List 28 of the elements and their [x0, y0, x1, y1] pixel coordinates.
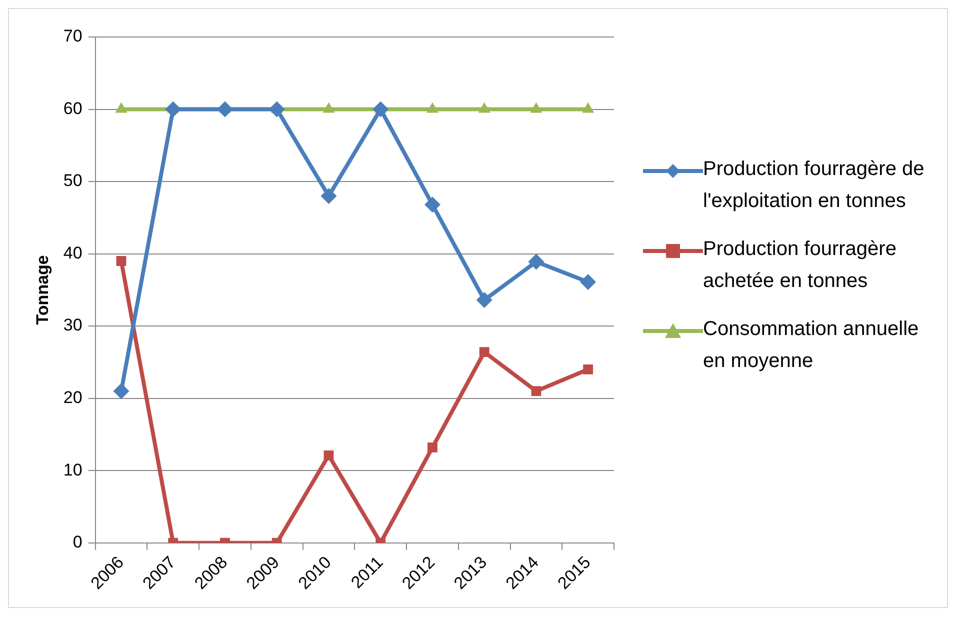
y-axis-title: Tonnage — [32, 255, 52, 325]
point — [113, 383, 130, 400]
point — [165, 101, 182, 118]
point — [531, 386, 542, 396]
point — [528, 254, 544, 270]
point — [320, 188, 337, 204]
y-tick-label: 20 — [63, 388, 82, 407]
point — [324, 450, 334, 460]
y-tick-label: 50 — [63, 171, 82, 190]
y-tick-label: 70 — [63, 26, 82, 46]
point — [580, 274, 596, 290]
legend-label: Production fourragère de l'exploitation en tonnes — [703, 157, 926, 214]
point — [583, 364, 594, 374]
point — [424, 196, 440, 213]
y-tick-label: 40 — [63, 243, 82, 262]
y-tick-label: 0 — [72, 532, 82, 552]
point — [268, 101, 285, 118]
point — [479, 347, 490, 358]
point — [216, 101, 233, 118]
y-tick-label: 30 — [63, 316, 82, 335]
point — [116, 256, 126, 266]
point — [428, 442, 438, 452]
point — [372, 101, 389, 118]
point — [476, 292, 492, 308]
legend-label: Consommation annuelle en moyenne — [703, 317, 920, 374]
y-tick-label: 60 — [63, 98, 82, 118]
legend-label: Production fourragère achetée en tonnes — [703, 237, 898, 294]
y-tick-label: 10 — [63, 460, 82, 480]
